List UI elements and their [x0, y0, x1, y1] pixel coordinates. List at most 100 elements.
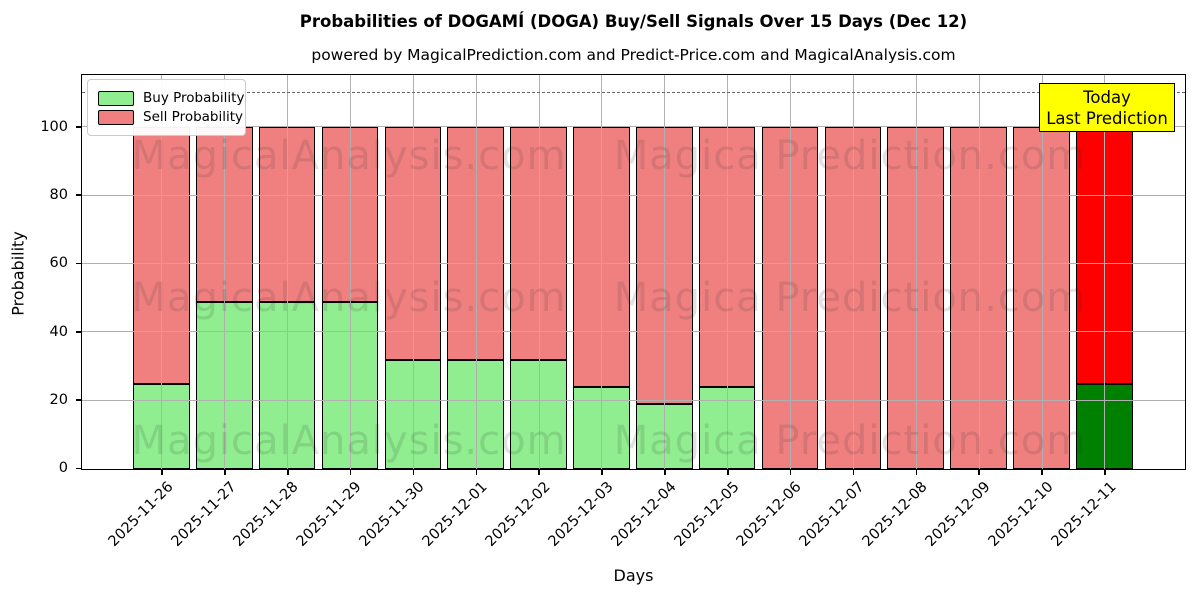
- y-tick-label: 100: [40, 118, 68, 135]
- x-tick: [978, 470, 981, 475]
- legend-item-sell: Sell Probability: [98, 109, 243, 125]
- y-axis-title: Probability: [8, 231, 28, 316]
- bar-segment-sell: [258, 127, 316, 302]
- bar-segment-sell: [384, 127, 442, 360]
- x-tick-label: 2025-11-26: [105, 479, 177, 550]
- legend-item-buy: Buy Probability: [98, 90, 244, 106]
- bar-segment-buy: [321, 301, 379, 469]
- x-tick-label: 2025-12-06: [734, 479, 805, 550]
- x-tick: [915, 470, 918, 475]
- v-gridline: [601, 75, 603, 469]
- x-tick: [161, 470, 163, 475]
- x-tick-label: 2025-12-08: [859, 479, 931, 550]
- x-axis-title: Days: [613, 566, 654, 585]
- watermark-text: MagicalAnalysis.com: [131, 418, 567, 464]
- bar-segment-buy: [698, 387, 756, 469]
- x-tick-label: 2025-11-30: [356, 479, 428, 550]
- plot-area: MagicalAnalysis.com Magica Prediction.com…: [81, 74, 1186, 470]
- x-tick-label: 2025-12-02: [482, 479, 554, 550]
- v-gridline: [852, 75, 854, 469]
- watermark-text: Magica Prediction.com: [613, 275, 1087, 321]
- bar-segment-sell: [636, 127, 693, 405]
- v-gridline: [475, 75, 477, 469]
- watermark-text: MagicalAnalysis.com: [131, 133, 567, 179]
- x-tick: [1041, 470, 1043, 475]
- h-gridline: [82, 126, 1185, 128]
- watermark-text: Magica Prediction.com: [613, 133, 1087, 179]
- bar-segment-sell: [950, 127, 1007, 469]
- watermark-text: Magica Prediction.com: [613, 418, 1087, 464]
- y-tick-label: 60: [49, 255, 68, 272]
- h-gridline: [82, 194, 1185, 196]
- x-tick-label: 2025-12-03: [545, 479, 617, 550]
- x-tick: [1104, 470, 1106, 475]
- x-tick-label: 2025-12-05: [671, 479, 743, 550]
- bar-segment-sell: [321, 127, 379, 302]
- sell-swatch-icon: [98, 109, 134, 125]
- v-gridline: [287, 75, 289, 469]
- v-gridline: [1104, 75, 1106, 469]
- today-annotation-line2: Last Prediction: [1046, 108, 1168, 128]
- dashed-threshold-line: [82, 92, 1185, 94]
- bar-segment-buy: [258, 301, 316, 469]
- legend-label-sell: Sell Probability: [143, 109, 244, 125]
- x-tick: [789, 470, 792, 475]
- x-tick: [286, 470, 289, 475]
- v-gridline: [412, 75, 414, 469]
- y-tick: [76, 330, 81, 333]
- legend-label-buy: Buy Probability: [143, 90, 245, 106]
- x-tick-label: 2025-12-09: [922, 479, 994, 550]
- y-tick: [76, 467, 81, 470]
- x-tick-label: 2025-11-29: [294, 479, 365, 550]
- v-gridline: [790, 75, 792, 469]
- y-tick-label: 40: [49, 323, 68, 340]
- x-tick: [601, 470, 603, 475]
- x-tick-label: 2025-12-11: [1048, 479, 1120, 550]
- y-tick: [76, 194, 81, 196]
- bar-segment-sell: [887, 127, 945, 469]
- x-tick: [664, 470, 666, 475]
- v-gridline: [1041, 75, 1043, 469]
- v-gridline: [224, 75, 226, 469]
- bar-segment-sell: [573, 127, 630, 388]
- v-gridline: [538, 75, 540, 469]
- y-tick: [76, 399, 81, 401]
- chart-title: Probabilities of DOGAMÍ (DOGA) Buy/Sell …: [299, 12, 968, 31]
- h-gridline: [82, 263, 1185, 265]
- h-gridline: [82, 399, 1185, 401]
- x-tick-label: 2025-11-28: [231, 479, 303, 550]
- h-gridline: [82, 331, 1185, 333]
- v-gridline: [978, 75, 980, 469]
- x-tick-label: 2025-12-01: [419, 479, 491, 550]
- x-tick-label: 2025-12-10: [985, 479, 1057, 550]
- x-tick-label: 2025-12-07: [796, 479, 868, 550]
- bar-segment-buy: [573, 387, 630, 469]
- x-tick: [224, 470, 226, 475]
- y-tick: [76, 262, 81, 265]
- legend: Buy Probability Sell Probability: [87, 79, 246, 136]
- v-gridline: [161, 75, 163, 469]
- y-tick-label: 20: [49, 392, 68, 409]
- y-tick-label: 0: [58, 460, 68, 477]
- today-annotation: Today Last Prediction: [1039, 83, 1175, 132]
- buy-swatch-icon: [98, 90, 134, 106]
- x-tick: [726, 470, 729, 475]
- v-gridline: [915, 75, 917, 469]
- x-tick: [412, 470, 415, 475]
- v-gridline: [350, 75, 352, 469]
- bar-segment-buy: [384, 359, 442, 469]
- y-tick-label: 80: [49, 187, 68, 204]
- y-tick: [76, 126, 81, 128]
- bar-segment-sell: [698, 127, 756, 388]
- v-gridline: [727, 75, 729, 469]
- watermark-text: MagicalAnalysis.com: [131, 275, 567, 321]
- bar-segment-sell: [1013, 127, 1070, 469]
- x-tick-label: 2025-11-27: [168, 479, 240, 550]
- chart-subtitle: powered by MagicalPrediction.com and Pre…: [311, 46, 956, 64]
- x-tick: [852, 470, 855, 475]
- x-tick: [538, 470, 540, 475]
- x-tick: [349, 470, 352, 475]
- today-annotation-line1: Today: [1083, 87, 1131, 107]
- x-tick-label: 2025-12-04: [608, 479, 680, 550]
